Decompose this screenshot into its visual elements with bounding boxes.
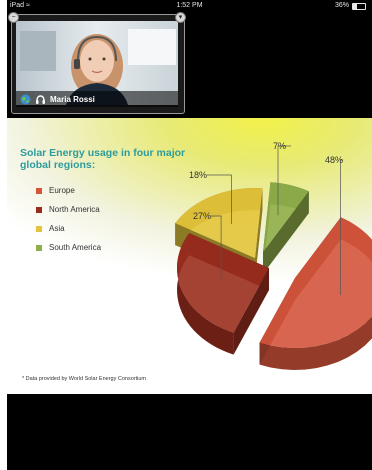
slide-title: Solar Energy usage in four major global …	[20, 147, 186, 171]
options-button[interactable]: ▾	[175, 12, 186, 23]
globe-icon	[20, 94, 31, 104]
presentation-slide: 48% 27% 18% 7% Solar Energy usage in four m…	[7, 118, 372, 394]
pie-chart: 48% 27% 18% 7%	[175, 141, 372, 370]
status-battery: 36%	[335, 0, 366, 12]
ipad-screen: iPad ≈ 1:52 PM 36%	[7, 0, 372, 470]
minimize-button[interactable]: −	[8, 12, 19, 23]
leader-line	[340, 159, 343, 296]
wifi-icon: ≈	[25, 2, 30, 9]
device-label: iPad	[10, 2, 25, 9]
legend-swatch	[36, 187, 42, 194]
leader-line	[277, 145, 291, 216]
legend-label: South America	[49, 243, 102, 252]
legend-item-south-america: South America	[36, 238, 101, 257]
minus-icon: −	[11, 14, 16, 21]
pie-slice-top	[259, 217, 372, 348]
legend-swatch	[36, 225, 42, 232]
status-bar: iPad ≈ 1:52 PM 36%	[7, 0, 372, 12]
leader-line	[207, 174, 232, 224]
chart-legend: Europe North America Asia South America	[36, 181, 101, 257]
legend-item-asia: Asia	[36, 219, 101, 238]
pie-slice-side	[177, 233, 234, 355]
legend-label: Europe	[49, 186, 75, 195]
bottom-bar	[7, 394, 372, 470]
pie-slice-top	[175, 188, 263, 258]
pie-slice-edge	[263, 191, 309, 274]
pie-slice-top	[177, 233, 269, 333]
pie-slice-edge	[233, 268, 269, 355]
legend-swatch	[36, 244, 42, 251]
slide-footnote: * Data provided by World Solar Energy Co…	[22, 376, 147, 382]
legend-label: North America	[49, 205, 100, 214]
battery-percent: 36%	[334, 2, 349, 9]
data-label: 27%	[193, 211, 211, 221]
legend-item-europe: Europe	[36, 181, 101, 200]
status-time: 1:52 PM	[176, 2, 203, 9]
headset-icon	[36, 94, 45, 104]
video-call-panel[interactable]: Maria Rossi	[11, 14, 185, 114]
chevron-down-icon: ▾	[178, 14, 183, 21]
pie-slice-edge	[255, 188, 263, 280]
pie-slice	[259, 217, 372, 370]
data-label: 7%	[273, 141, 286, 151]
pie-slice-top	[263, 182, 309, 252]
battery-icon	[352, 2, 366, 10]
legend-item-north-america: North America	[36, 200, 101, 219]
video-name-bar: Maria Rossi	[16, 91, 178, 107]
data-label: 48%	[325, 155, 343, 165]
status-device: iPad ≈	[10, 0, 30, 12]
pie-slice	[177, 233, 269, 355]
data-label: 18%	[189, 170, 207, 180]
legend-label: Asia	[49, 224, 65, 233]
participant-video	[16, 21, 178, 105]
participant-name: Maria Rossi	[50, 94, 95, 104]
legend-swatch	[36, 206, 42, 213]
pie-slice	[263, 182, 309, 274]
leader-line	[211, 215, 222, 281]
